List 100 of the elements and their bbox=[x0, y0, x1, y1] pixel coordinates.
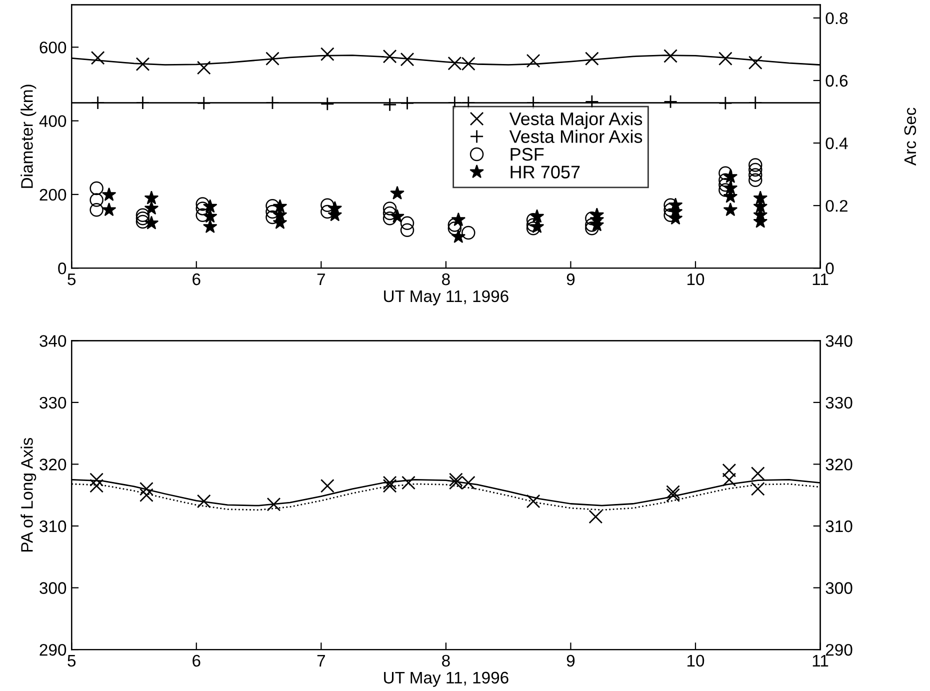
point bbox=[750, 482, 765, 496]
x-axis-title: UT May 11, 1996 bbox=[384, 672, 508, 687]
point bbox=[462, 226, 476, 240]
y-tick-label: 330 bbox=[40, 396, 66, 409]
point bbox=[196, 494, 211, 508]
point bbox=[448, 221, 462, 236]
y-tick-label: 200 bbox=[40, 188, 66, 201]
point bbox=[664, 94, 678, 109]
y2-tick-label: 320 bbox=[826, 458, 852, 470]
y2-tick-label: 0.4 bbox=[826, 137, 848, 150]
y-tick-label: 0 bbox=[58, 262, 66, 274]
x-tick-label: 10 bbox=[687, 654, 704, 667]
point bbox=[382, 212, 397, 226]
point bbox=[530, 209, 544, 223]
point bbox=[266, 199, 280, 213]
y-tick-label: 290 bbox=[40, 644, 66, 656]
point bbox=[722, 472, 736, 487]
point bbox=[196, 60, 211, 75]
x-tick-label: 5 bbox=[68, 274, 76, 286]
x-tick-label: 6 bbox=[192, 654, 200, 667]
point bbox=[526, 54, 540, 68]
point bbox=[723, 202, 738, 216]
y-tick-label: 600 bbox=[40, 42, 66, 54]
point bbox=[320, 47, 334, 62]
x-tick-label: 5 bbox=[68, 655, 76, 667]
point bbox=[90, 472, 104, 487]
legend-label: HR 7057 bbox=[510, 166, 580, 178]
y2-tick-label: 330 bbox=[826, 396, 852, 409]
x-tick-label: 8 bbox=[442, 654, 450, 667]
point bbox=[266, 497, 281, 512]
point bbox=[382, 202, 397, 216]
y-tick-label: 310 bbox=[40, 520, 66, 532]
point bbox=[136, 208, 150, 222]
point bbox=[202, 219, 218, 234]
point bbox=[400, 223, 414, 238]
point bbox=[748, 158, 762, 172]
legend-label: Vesta Minor Axis bbox=[509, 130, 642, 143]
point bbox=[664, 49, 678, 63]
point bbox=[530, 219, 544, 234]
x-tick-label: 8 bbox=[442, 273, 450, 286]
point bbox=[748, 56, 762, 70]
point bbox=[723, 169, 738, 183]
y2-tick-label: 290 bbox=[826, 644, 852, 656]
point bbox=[382, 206, 397, 220]
point bbox=[748, 162, 762, 177]
point bbox=[320, 198, 334, 212]
point bbox=[584, 52, 599, 66]
point bbox=[718, 166, 732, 180]
point bbox=[585, 221, 599, 236]
point bbox=[196, 208, 210, 222]
x-tick-label: 7 bbox=[317, 655, 325, 666]
y2-tick-label: 0.2 bbox=[826, 200, 848, 212]
point bbox=[451, 212, 466, 226]
point bbox=[718, 52, 732, 66]
x-tick-label: 9 bbox=[566, 654, 575, 667]
point bbox=[753, 190, 768, 204]
point bbox=[451, 229, 466, 243]
point bbox=[102, 187, 116, 202]
legend-label: PSF bbox=[510, 148, 544, 161]
y-tick-label: 320 bbox=[40, 458, 66, 470]
point bbox=[102, 202, 116, 216]
point bbox=[272, 199, 288, 213]
point bbox=[90, 50, 105, 65]
point bbox=[382, 476, 397, 490]
point bbox=[402, 476, 416, 490]
point bbox=[144, 216, 159, 230]
point bbox=[588, 510, 603, 524]
y-tick-label: 400 bbox=[39, 115, 66, 128]
point bbox=[266, 204, 280, 219]
point bbox=[136, 212, 150, 226]
point bbox=[400, 216, 414, 230]
point bbox=[196, 202, 210, 216]
y2-tick-label: 340 bbox=[826, 335, 852, 347]
legend-label: Vesta Major Axis bbox=[509, 112, 642, 129]
point bbox=[202, 199, 218, 213]
point bbox=[140, 488, 154, 502]
point bbox=[90, 478, 104, 493]
point bbox=[90, 203, 104, 217]
point bbox=[320, 96, 334, 111]
x-tick-label: 10 bbox=[687, 273, 704, 286]
point bbox=[748, 168, 762, 182]
point bbox=[526, 494, 540, 508]
y-tick-label: 300 bbox=[40, 582, 66, 594]
x-axis-title: UT May 11, 1996 bbox=[384, 290, 508, 306]
point bbox=[390, 209, 404, 223]
point bbox=[723, 180, 738, 194]
point bbox=[750, 466, 765, 480]
y2-tick-label: 0.8 bbox=[826, 12, 848, 24]
point bbox=[448, 218, 462, 232]
point bbox=[390, 186, 404, 200]
point bbox=[136, 57, 150, 72]
x-tick-label: 6 bbox=[192, 273, 200, 286]
x-tick-label: 9 bbox=[566, 273, 575, 286]
point bbox=[382, 478, 397, 493]
point bbox=[140, 482, 154, 496]
point bbox=[90, 193, 104, 207]
point bbox=[196, 197, 210, 211]
y-axis-title: Diameter (km) bbox=[20, 84, 36, 188]
point bbox=[382, 49, 397, 64]
y2-axis-title: Arc Sec bbox=[904, 108, 916, 166]
